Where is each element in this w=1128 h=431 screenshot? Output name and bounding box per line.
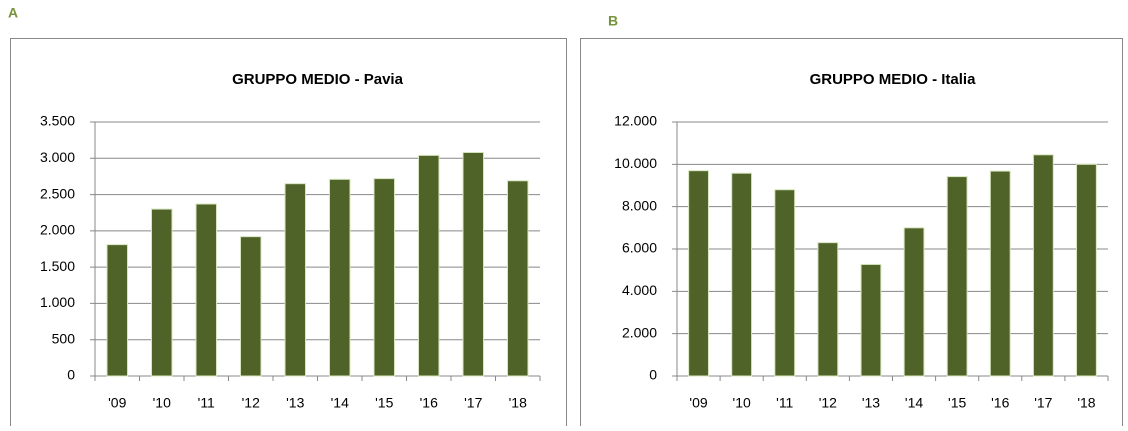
y-tick-label: 0 [649, 367, 657, 383]
panel-frame [580, 38, 1123, 431]
x-tick-label: '18 [509, 395, 527, 411]
y-tick-label: 8.000 [622, 197, 657, 213]
bar [989, 170, 1011, 377]
panel-label: A [8, 5, 18, 21]
x-tick-label: '16 [991, 395, 1009, 411]
y-tick-label: 3.500 [40, 113, 75, 129]
chart-title: GRUPPO MEDIO - Pavia [232, 71, 404, 88]
bar [418, 154, 440, 377]
bar [373, 178, 395, 377]
y-tick-label: 0 [67, 367, 75, 383]
x-tick-label: '15 [948, 395, 966, 411]
x-tick-label: '17 [1034, 395, 1052, 411]
x-tick-label: '17 [464, 395, 482, 411]
y-tick-label: 4.000 [622, 282, 657, 298]
y-tick-label: 3.000 [40, 149, 75, 165]
bar [688, 170, 709, 377]
y-tick-label: 1.000 [40, 294, 75, 310]
bar [1076, 163, 1097, 377]
bar [195, 203, 217, 377]
bar [507, 180, 529, 377]
bar [946, 176, 968, 377]
y-tick-label: 2.500 [40, 185, 75, 201]
bar [151, 208, 173, 377]
bar [817, 242, 839, 377]
chart-title: GRUPPO MEDIO - Italia [810, 71, 977, 88]
bar [106, 244, 128, 377]
y-tick-label: 12.000 [614, 113, 657, 129]
bar [240, 236, 262, 377]
x-tick-label: '09 [108, 395, 126, 411]
x-tick-label: '12 [819, 395, 837, 411]
y-tick-label: 1.500 [40, 258, 75, 274]
x-tick-label: '14 [905, 395, 923, 411]
x-tick-label: '12 [242, 395, 260, 411]
x-tick-label: '09 [689, 395, 707, 411]
bar [731, 172, 753, 377]
bar [774, 189, 796, 377]
y-tick-label: 6.000 [622, 240, 657, 256]
x-tick-label: '15 [375, 395, 393, 411]
y-tick-label: 500 [52, 330, 76, 346]
bar [903, 227, 925, 377]
x-tick-label: '11 [198, 395, 215, 411]
bar [329, 178, 351, 377]
bar [462, 151, 484, 377]
x-tick-label: '14 [331, 395, 349, 411]
bar [1032, 154, 1054, 377]
bar [860, 263, 882, 377]
y-tick-label: 2.000 [40, 222, 75, 238]
y-tick-label: 2.000 [622, 324, 657, 340]
x-tick-label: '13 [862, 395, 880, 411]
x-tick-label: '16 [420, 395, 438, 411]
y-tick-label: 10.000 [614, 155, 657, 171]
x-tick-label: '10 [733, 395, 751, 411]
x-tick-label: '10 [153, 395, 171, 411]
x-tick-label: '13 [286, 395, 304, 411]
bar [284, 183, 306, 377]
x-tick-label: '18 [1077, 395, 1095, 411]
panel-label: B [608, 13, 618, 29]
x-tick-label: '11 [776, 395, 793, 411]
